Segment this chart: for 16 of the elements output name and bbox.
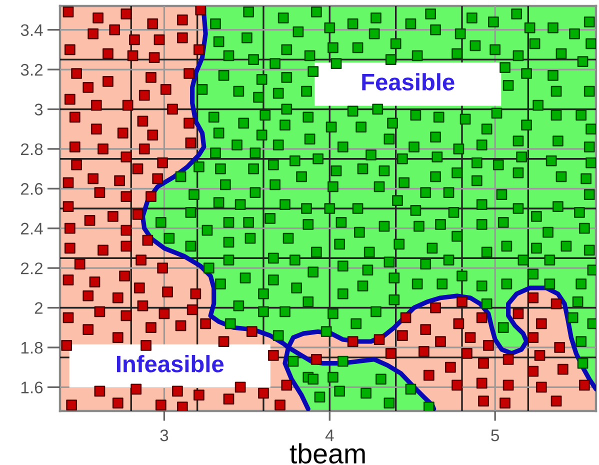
- x-tick-label: 5: [491, 430, 500, 442]
- x-tick-label: 3: [160, 429, 168, 442]
- x-axis-title: tbeam: [290, 443, 365, 464]
- annotation: Feasible: [362, 73, 454, 91]
- y-tick-label: 1.8: [21, 342, 43, 354]
- x-tick-label: 4: [325, 430, 334, 442]
- y-tick-label: 2.8: [21, 143, 43, 156]
- y-tick-label: 3.4: [20, 24, 43, 36]
- annotation: Infeasible: [117, 355, 224, 372]
- y-tick-label: 1.6: [21, 382, 43, 394]
- y-tick-label: 2: [34, 302, 42, 314]
- y-tick-label: 2.2: [21, 262, 42, 274]
- y-tick-label: 2.6: [21, 183, 43, 195]
- y-tick-label: 3.2: [20, 64, 42, 76]
- y-tick-label: 3: [34, 104, 43, 116]
- y-tick-label: 2.4: [21, 222, 43, 234]
